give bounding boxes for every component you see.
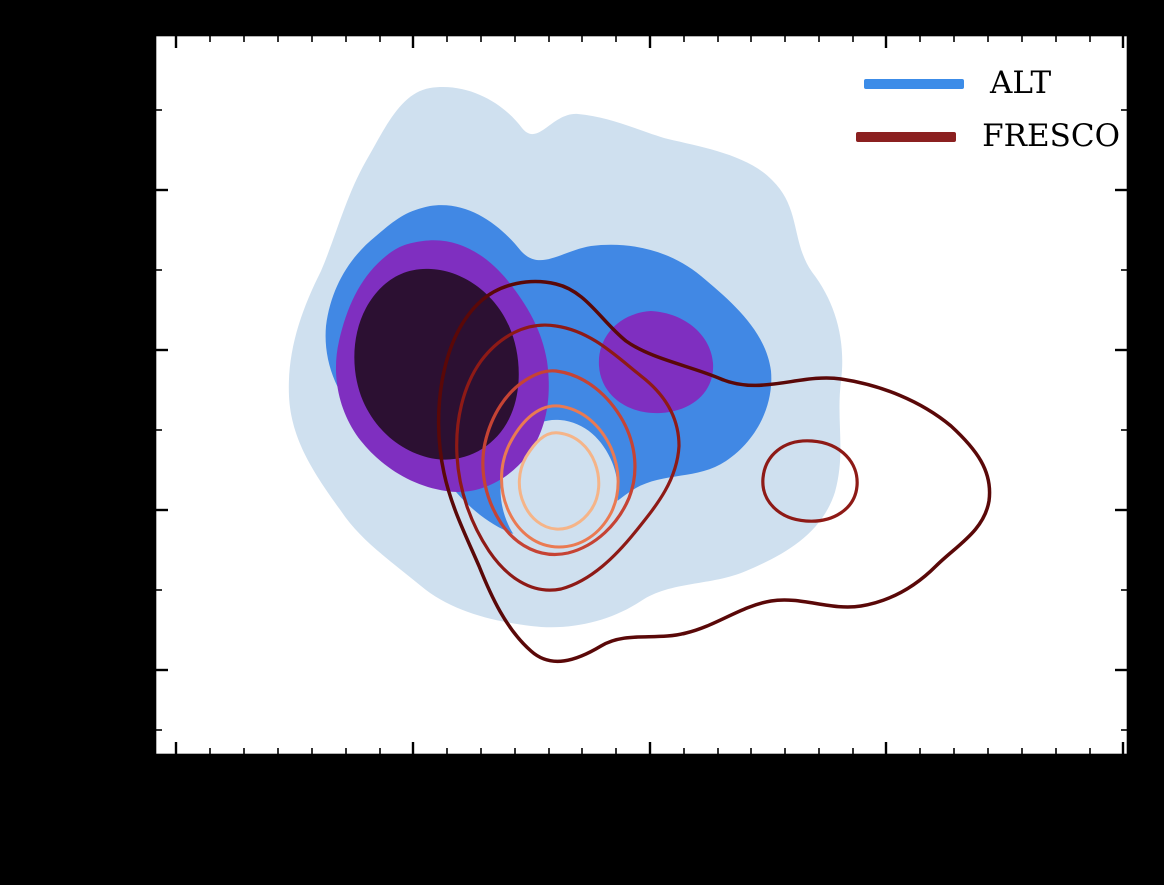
fresco-contour-level-4 [500,404,620,549]
plot-frame [153,33,1130,757]
fresco-contour-level-1 [436,279,992,664]
fresco-contour-level-5 [517,431,601,531]
fresco-contour-level-2 [455,323,681,592]
legend-item-fresco: FRESCO [856,121,1120,152]
fresco-line-swatch [856,131,957,142]
alt-filled-contours [288,87,843,628]
legend-label-fresco: FRESCO [982,118,1120,154]
fresco-contour-level-3 [481,369,637,556]
legend-item-alt: ALT [856,68,1120,99]
alt-line-swatch [864,78,964,89]
legend: ALT FRESCO [856,68,1120,152]
alt-contour-level-1 [500,419,618,562]
fresco-line-contours [436,279,992,664]
alt-contour-level-4 [354,268,519,460]
fresco-contour-level-2 [761,439,859,523]
alt-contour-level-3 [598,311,714,414]
legend-label-alt: ALT [990,65,1052,101]
